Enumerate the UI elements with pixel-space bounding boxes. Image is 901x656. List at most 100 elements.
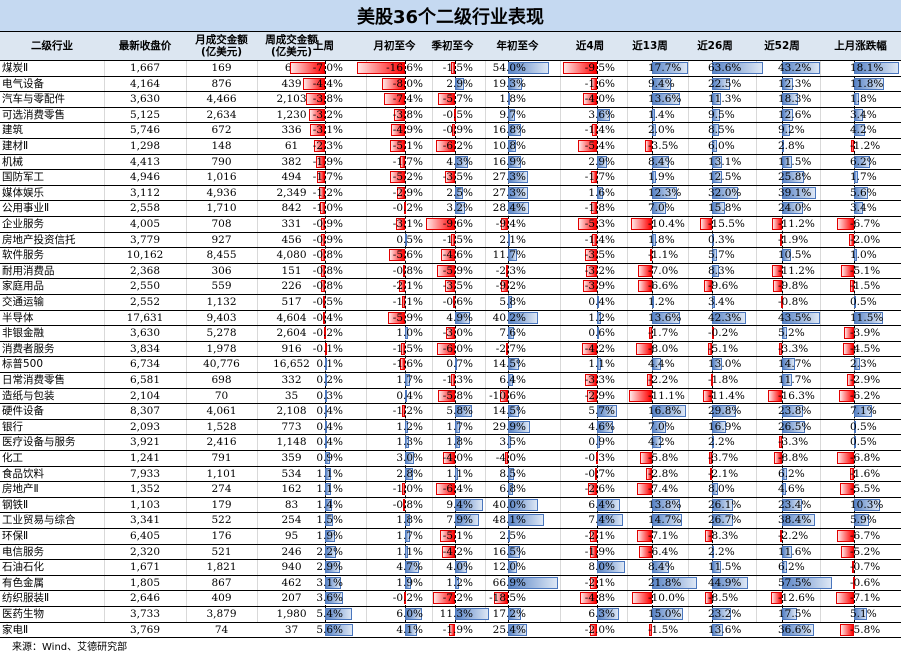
negative-bar bbox=[323, 311, 325, 324]
pct-w26: 29.8% bbox=[708, 405, 742, 418]
month-turnover: 169 bbox=[211, 62, 232, 74]
pct-last-week: 0.9% bbox=[316, 452, 343, 464]
negative-bar bbox=[322, 296, 325, 308]
pct-mtd: -4.9% bbox=[392, 124, 423, 137]
table-row: 企业服务 4,005 708 331 -0.9% -3.1% -9.6% -9.4% -5.3%… bbox=[0, 217, 901, 233]
pct-w4: -9.5% bbox=[584, 62, 615, 74]
pct-last-month: 5.6% bbox=[850, 186, 877, 199]
industry-name: 软件服务 bbox=[2, 249, 44, 262]
close-price: 6,581 bbox=[129, 374, 161, 386]
pct-ytd: 16.8% bbox=[492, 124, 526, 137]
close-price: 3,834 bbox=[129, 342, 161, 355]
week-turnover: 2,349 bbox=[276, 186, 307, 199]
positive-bar bbox=[597, 608, 620, 620]
positive-bar bbox=[455, 514, 479, 527]
pct-qtd: 5.8% bbox=[446, 405, 473, 418]
month-turnover: 306 bbox=[211, 264, 232, 277]
positive-bar bbox=[782, 62, 820, 74]
month-turnover: 1,710 bbox=[206, 202, 237, 215]
negative-bar bbox=[400, 358, 405, 371]
pct-mtd: -5.1% bbox=[392, 140, 423, 152]
pct-w26: -2.1% bbox=[708, 467, 739, 480]
header-month-turnover: 月成交金额 (亿美元) bbox=[195, 34, 248, 58]
positive-bar bbox=[597, 296, 599, 308]
week-turnover: 1,148 bbox=[276, 436, 307, 449]
week-turnover: 37 bbox=[284, 623, 299, 636]
negative-bar bbox=[844, 327, 854, 340]
positive-bar bbox=[854, 514, 869, 527]
negative-bar bbox=[649, 249, 652, 262]
positive-bar bbox=[597, 436, 601, 449]
pct-qtd: -0.6% bbox=[442, 296, 473, 308]
week-turnover: 226 bbox=[281, 280, 302, 293]
positive-bar bbox=[508, 358, 519, 371]
pct-w13: 8.4% bbox=[648, 561, 675, 574]
pct-mtd: -5.6% bbox=[392, 249, 423, 262]
pct-last-week: 5.6% bbox=[316, 623, 343, 636]
positive-bar bbox=[854, 608, 867, 620]
close-price: 6,405 bbox=[129, 530, 161, 542]
negative-bar bbox=[321, 249, 325, 262]
pct-last-month: 6.2% bbox=[850, 155, 877, 168]
negative-bar bbox=[435, 483, 455, 496]
zero-axis-line bbox=[854, 61, 855, 623]
close-price: 4,164 bbox=[129, 77, 161, 90]
negative-bar bbox=[589, 623, 597, 636]
negative-bar bbox=[589, 576, 597, 589]
industry-name: 企业服务 bbox=[2, 218, 44, 230]
week-turnover: 462 bbox=[281, 576, 302, 589]
positive-bar bbox=[712, 483, 719, 496]
positive-bar bbox=[597, 108, 610, 121]
month-turnover: 70 bbox=[214, 389, 229, 402]
negative-bar bbox=[449, 623, 455, 636]
pct-qtd: 2.5% bbox=[446, 186, 473, 199]
pct-qtd: -4.2% bbox=[442, 545, 473, 558]
pct-last-week: 0.1% bbox=[316, 358, 343, 371]
pct-mtd: -0.8% bbox=[392, 264, 423, 277]
pct-last-week: -3.1% bbox=[312, 124, 343, 137]
pct-mtd: -2.1% bbox=[392, 280, 423, 293]
pct-mtd: 0.4% bbox=[396, 389, 423, 402]
negative-bar bbox=[839, 623, 854, 636]
pct-w4: -2.0% bbox=[584, 623, 615, 636]
source-note: 来源：Wind、艾德研究部 bbox=[12, 642, 128, 653]
positive-bar bbox=[508, 561, 517, 574]
table-row: 环保Ⅱ 6,405 176 95 1.9% 1.7% -5.1% 2.5% -2.1% -7.1%… bbox=[0, 529, 901, 545]
negative-bar bbox=[592, 124, 597, 137]
week-turnover: 359 bbox=[281, 452, 302, 464]
pct-mtd: -3.1% bbox=[392, 218, 423, 230]
pct-w4: 1.2% bbox=[588, 311, 615, 324]
pct-last-week: 0.4% bbox=[316, 436, 343, 449]
table-row: 媒体娱乐 3,112 4,936 2,349 -1.2% -2.9% 2.5% 27.3% 1.… bbox=[0, 186, 901, 202]
negative-bar bbox=[316, 171, 325, 184]
negative-bar bbox=[579, 592, 597, 605]
pct-mtd: -3.8% bbox=[392, 108, 423, 121]
pct-w26: 63.6% bbox=[708, 62, 742, 74]
negative-bar bbox=[638, 545, 652, 558]
positive-bar bbox=[597, 561, 626, 574]
pct-w26: 9.5% bbox=[708, 108, 735, 121]
positive-bar bbox=[508, 530, 510, 542]
positive-bar bbox=[712, 358, 723, 371]
pct-last-week: -3.8% bbox=[312, 93, 343, 106]
industry-name: 媒体娱乐 bbox=[2, 186, 44, 199]
positive-bar bbox=[652, 514, 683, 527]
close-price: 10,162 bbox=[126, 249, 164, 262]
month-turnover: 1,132 bbox=[206, 296, 237, 308]
positive-bar bbox=[854, 405, 872, 418]
positive-bar bbox=[782, 514, 816, 527]
zero-axis-line bbox=[405, 61, 406, 623]
pct-w26: 11.3% bbox=[708, 93, 742, 106]
negative-bar bbox=[594, 467, 597, 480]
pct-qtd: 4.9% bbox=[446, 311, 473, 324]
positive-bar bbox=[508, 296, 513, 308]
negative-bar bbox=[841, 545, 854, 558]
pct-w13: 4.4% bbox=[648, 358, 675, 371]
pct-w13: -5.8% bbox=[648, 452, 679, 464]
pct-w52: 4.6% bbox=[778, 483, 805, 496]
table-row: 标普500 6,734 40,776 16,652 0.1% -1.6% 0.7% 14.5%… bbox=[0, 357, 901, 373]
positive-bar bbox=[712, 498, 733, 511]
positive-bar bbox=[325, 467, 331, 480]
positive-bar bbox=[712, 514, 734, 527]
negative-bar bbox=[838, 389, 854, 402]
